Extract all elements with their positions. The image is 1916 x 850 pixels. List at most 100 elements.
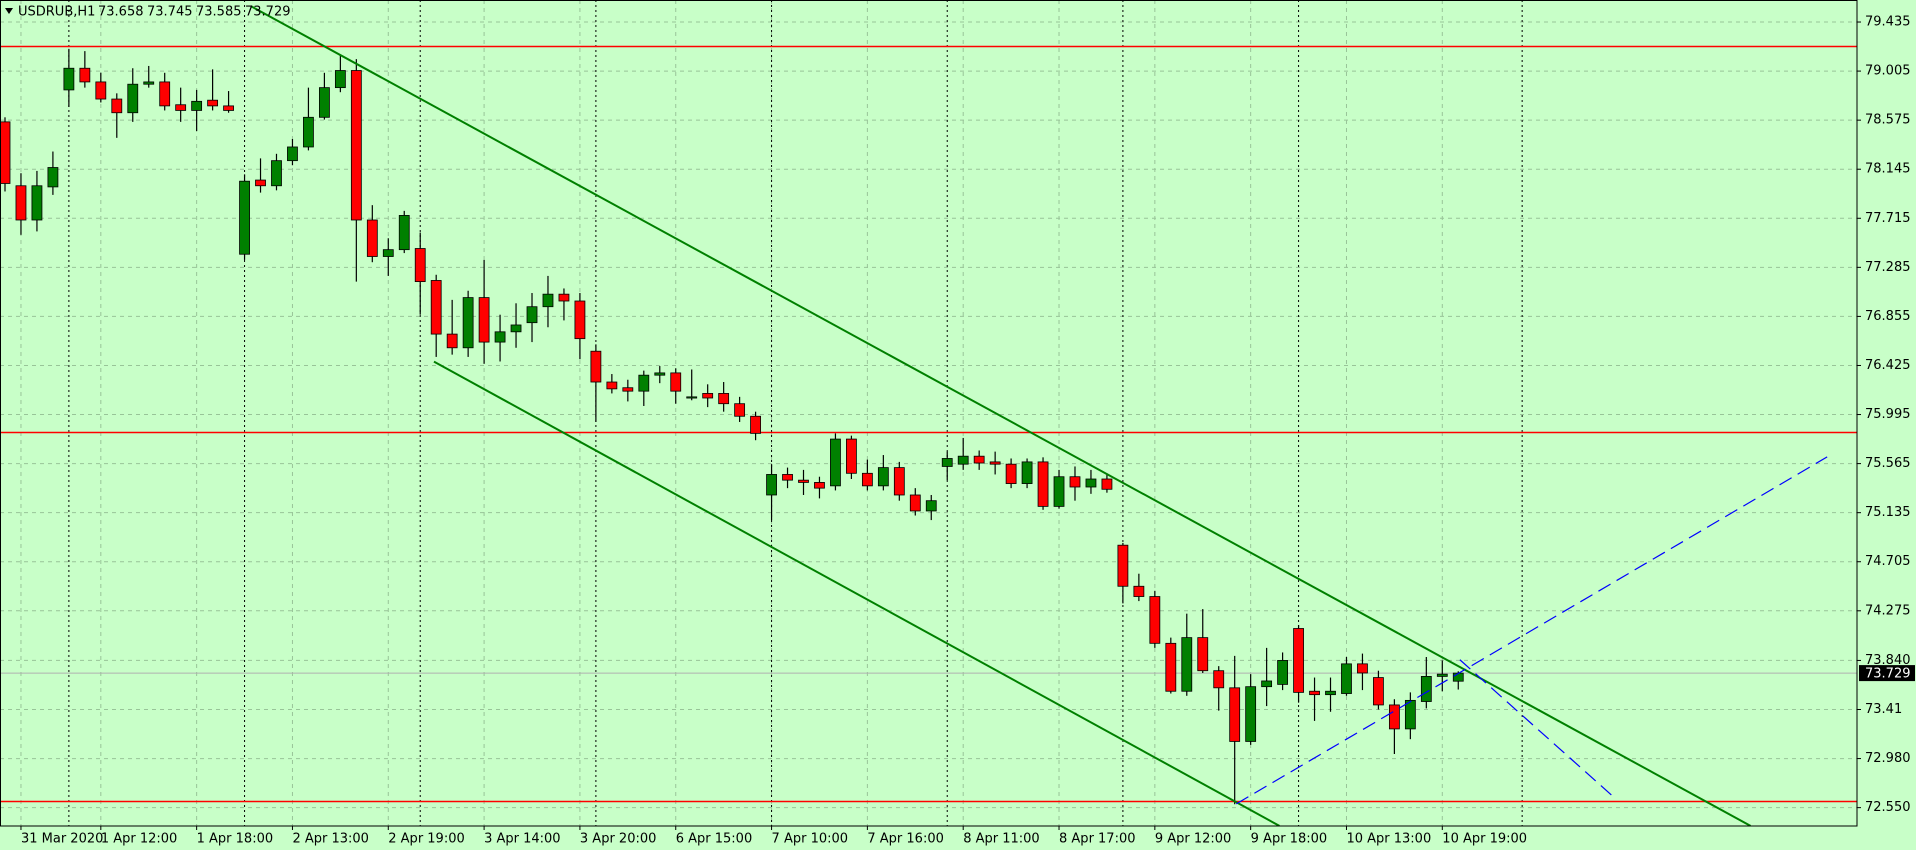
x-tick-label: 7 Apr 10:00: [772, 832, 849, 847]
candle-body: [638, 374, 650, 392]
candle-body: [606, 381, 618, 390]
candle-body: [941, 458, 953, 467]
candle-body: [366, 219, 378, 257]
candle-body: [542, 293, 554, 308]
x-tick-label: 9 Apr 12:00: [1155, 832, 1232, 847]
candle-body: [15, 185, 27, 221]
y-tick-label: 76.425: [1865, 358, 1911, 373]
candle-body: [1341, 663, 1352, 694]
candle-body: [1293, 628, 1304, 693]
x-tick-label: 8 Apr 11:00: [963, 832, 1039, 847]
y-tick-label: 73.41: [1865, 702, 1902, 717]
candle-body: [47, 167, 59, 188]
y-tick-label: 79.435: [1865, 15, 1911, 30]
candle-body: [462, 297, 474, 349]
x-tick-label: 1 Apr 12:00: [101, 832, 178, 847]
y-tick-label: 79.005: [1865, 64, 1911, 79]
header: USDRUB,H1 73.658 73.745 73.585 73.729: [5, 5, 291, 20]
candle-body: [175, 104, 187, 111]
candle-body: [446, 333, 458, 349]
candle-body: [1165, 642, 1177, 692]
candle-body: [1388, 704, 1400, 730]
candle-body: [239, 180, 250, 255]
candle-body: [973, 455, 985, 464]
candle-body: [925, 500, 937, 512]
menu-arrow[interactable]: [5, 8, 13, 14]
candle-body: [271, 160, 282, 187]
header-open: 73.658: [98, 5, 144, 20]
candle-body: [127, 83, 139, 114]
plot-border: [0, 0, 1858, 827]
candle-body: [1037, 461, 1049, 507]
candle-body: [1117, 544, 1129, 587]
candle-body: [574, 300, 586, 340]
y-tick-label: 74.705: [1865, 554, 1911, 569]
y-tick-label: 76.855: [1865, 309, 1911, 324]
candle-body: [1436, 673, 1448, 677]
x-tick-label: 9 Apr 18:00: [1251, 832, 1328, 847]
candle-body: [430, 280, 442, 335]
candle-body: [1452, 672, 1464, 682]
candle-body: [989, 461, 1001, 465]
candle-body: [1357, 663, 1368, 674]
candle-body: [207, 99, 219, 107]
candle-body: [1021, 461, 1033, 484]
trendline: [433, 360, 1280, 826]
candle-body: [1181, 637, 1193, 692]
candle-body: [79, 67, 91, 83]
candle-body: [1005, 463, 1017, 484]
candle-body: [654, 372, 666, 376]
candle-body: [63, 67, 75, 91]
y-tick-label: 77.285: [1865, 260, 1911, 275]
candle-body: [702, 393, 714, 399]
candle-body: [846, 438, 857, 474]
candle-body: [734, 403, 746, 417]
candle-body: [334, 70, 346, 89]
candle-body: [303, 116, 314, 148]
y-tick-label: 73.840: [1865, 653, 1911, 668]
x-tick-label: 6 Apr 15:00: [676, 832, 753, 847]
header-close: 73.729: [245, 5, 291, 20]
candle-body: [1420, 676, 1432, 702]
candle-body: [159, 81, 171, 107]
x-tick-label: 2 Apr 13:00: [292, 832, 369, 847]
candle-body: [766, 474, 777, 496]
candle-body: [1229, 687, 1241, 742]
candle-body: [1245, 686, 1257, 742]
candle-body: [782, 474, 793, 481]
candle-body: [558, 293, 570, 302]
candle-body: [622, 387, 634, 392]
x-tick-label: 8 Apr 17:00: [1059, 832, 1136, 847]
candle-body: [255, 179, 266, 187]
candle-body: [398, 215, 410, 251]
y-tick-label: 72.550: [1865, 800, 1911, 815]
candle-body: [223, 105, 234, 111]
candle-body: [191, 100, 203, 111]
candle-body: [287, 146, 298, 162]
x-tick-label: 31 Mar 2020: [21, 832, 103, 847]
candle-body: [798, 479, 809, 483]
header-low: 73.585: [196, 5, 242, 20]
candle-body: [909, 494, 921, 512]
candle-body: [1133, 585, 1145, 597]
x-tick-label: 3 Apr 20:00: [580, 832, 657, 847]
candle-body: [877, 467, 889, 487]
x-tick-label: 1 Apr 18:00: [197, 832, 274, 847]
plot-area: [0, 0, 1857, 826]
candle-body: [350, 70, 362, 221]
candle-body: [510, 324, 522, 333]
candle-body: [830, 438, 841, 487]
candle-body: [814, 482, 825, 489]
y-tick-label: 75.565: [1865, 456, 1911, 471]
candle-body: [861, 472, 873, 487]
candle-body: [670, 372, 682, 392]
candle-body: [414, 248, 426, 283]
trendline: [250, 5, 1752, 826]
candle-body: [1101, 478, 1113, 490]
candle-body: [143, 81, 155, 85]
y-tick-label: 78.575: [1865, 113, 1911, 128]
symbol-title: USDRUB,H1: [18, 5, 95, 20]
y-tick-label: 78.145: [1865, 162, 1911, 177]
